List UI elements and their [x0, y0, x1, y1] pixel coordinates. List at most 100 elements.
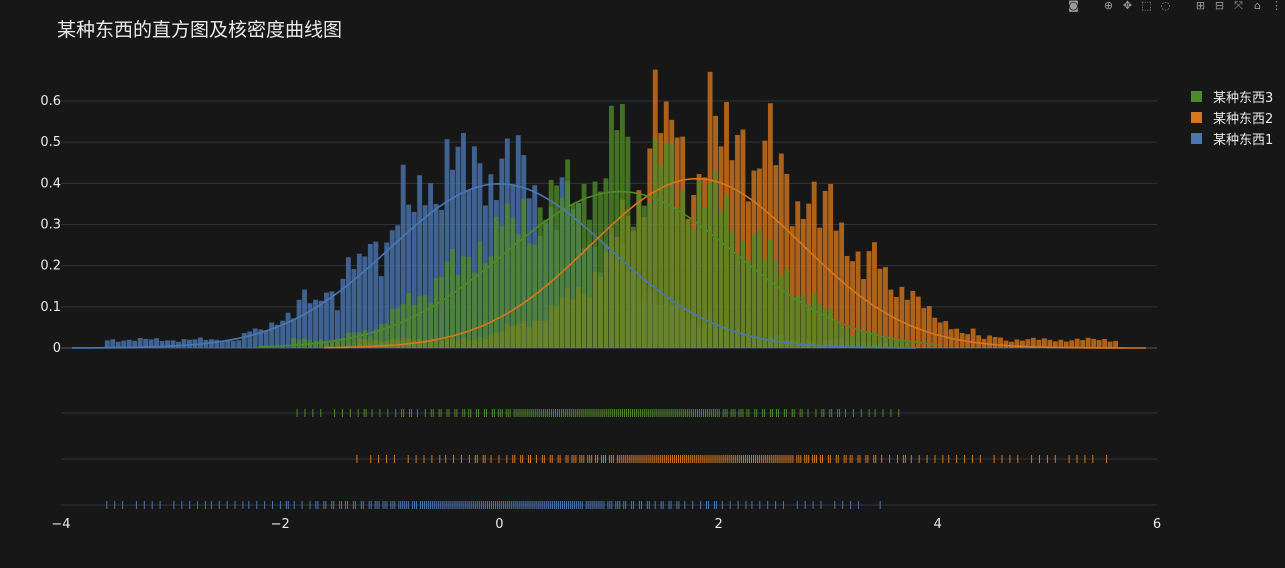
histogram-bar[interactable] — [658, 165, 664, 348]
histogram-bar[interactable] — [526, 243, 532, 348]
histogram-bar[interactable] — [1030, 337, 1036, 348]
histogram-bar[interactable] — [236, 340, 242, 348]
histogram-bar[interactable] — [751, 234, 757, 348]
pan-icon[interactable]: ✥ — [1122, 0, 1133, 12]
histogram-bar[interactable] — [219, 341, 225, 348]
rug-series[interactable] — [356, 455, 1108, 463]
kde-curves[interactable] — [72, 177, 1146, 349]
histogram-bar[interactable] — [395, 307, 401, 348]
histogram-bar[interactable] — [422, 295, 428, 348]
histogram-bar[interactable] — [280, 320, 286, 348]
histogram-bar[interactable] — [515, 233, 521, 348]
histogram-bar[interactable] — [400, 164, 406, 348]
histogram-bar[interactable] — [543, 219, 549, 348]
histogram-bar[interactable] — [198, 337, 203, 348]
histogram-bar[interactable] — [778, 153, 784, 348]
histogram-bar[interactable] — [778, 275, 784, 348]
histogram-bar[interactable] — [345, 332, 351, 348]
histogram-bar[interactable] — [998, 337, 1003, 348]
histogram-bar[interactable] — [784, 173, 790, 348]
histogram-bar[interactable] — [176, 341, 181, 348]
legend-item[interactable]: 某种东西1 — [1191, 128, 1273, 149]
histogram-bar[interactable] — [904, 340, 910, 348]
histogram-bar[interactable] — [335, 338, 340, 348]
box-select-icon[interactable]: ⬚ — [1141, 0, 1152, 12]
histogram-bar[interactable] — [110, 339, 116, 348]
histogram-bar[interactable] — [258, 329, 264, 348]
zoom-out-icon[interactable]: ⊟ — [1214, 0, 1225, 12]
histogram-bar[interactable] — [115, 341, 121, 348]
spike-icon[interactable]: ⋮ — [1271, 0, 1282, 12]
histogram-bar[interactable] — [362, 256, 368, 348]
histogram-bar[interactable] — [702, 208, 708, 348]
histogram-bar[interactable] — [340, 278, 346, 348]
histogram-bar[interactable] — [861, 331, 866, 348]
histogram-bar[interactable] — [767, 239, 773, 348]
histogram-bar[interactable] — [685, 220, 691, 348]
histogram-bar[interactable] — [773, 165, 779, 348]
histogram-bar[interactable] — [417, 296, 423, 348]
histogram-bar[interactable] — [296, 339, 302, 348]
histogram-bar[interactable] — [877, 337, 883, 348]
histogram-bar[interactable] — [433, 203, 439, 348]
rug-plots[interactable] — [106, 409, 1108, 509]
histogram-bar[interactable] — [214, 339, 220, 348]
histogram-bar[interactable] — [422, 205, 428, 348]
histogram-bar[interactable] — [943, 321, 949, 348]
histogram-bar[interactable] — [883, 267, 888, 348]
histogram-bar[interactable] — [811, 181, 817, 348]
histogram-bar[interactable] — [756, 230, 762, 348]
histogram-bar[interactable] — [1107, 341, 1113, 348]
histogram-bar[interactable] — [976, 335, 982, 348]
histogram-bar[interactable] — [893, 341, 899, 348]
histogram-bar[interactable] — [340, 337, 346, 348]
histogram-bar[interactable] — [1020, 340, 1025, 348]
histogram-bar[interactable] — [817, 227, 823, 348]
histogram-bar[interactable] — [406, 293, 412, 348]
histogram-bar[interactable] — [1074, 338, 1080, 348]
histogram-bar[interactable] — [767, 103, 773, 348]
histogram-bar[interactable] — [910, 290, 916, 348]
histogram-bar[interactable] — [461, 132, 466, 348]
histogram-bar[interactable] — [208, 339, 214, 348]
histogram-bar[interactable] — [630, 226, 636, 348]
histogram-bar[interactable] — [926, 306, 932, 348]
histogram-bar[interactable] — [915, 296, 921, 348]
histogram-bar[interactable] — [367, 335, 373, 348]
histogram-bar[interactable] — [181, 339, 187, 348]
histogram-bar[interactable] — [883, 339, 888, 348]
histogram-bar[interactable] — [329, 339, 335, 348]
histogram-bar[interactable] — [165, 340, 170, 348]
histogram-bar[interactable] — [477, 241, 483, 348]
histogram-bar[interactable] — [740, 129, 746, 348]
histogram-bar[interactable] — [855, 330, 861, 348]
legend-item[interactable]: 某种东西3 — [1191, 86, 1273, 107]
zoom-in-icon[interactable]: ⊞ — [1195, 0, 1206, 12]
histogram-bar[interactable] — [148, 339, 154, 348]
histogram-bar[interactable] — [356, 332, 362, 348]
histogram-bar[interactable] — [735, 134, 740, 348]
histogram-bar[interactable] — [318, 339, 324, 348]
histogram-bar[interactable] — [274, 324, 280, 348]
histogram-bar[interactable] — [504, 203, 510, 348]
histogram-bar[interactable] — [143, 338, 149, 348]
histogram-bar[interactable] — [565, 159, 571, 348]
histogram-bar[interactable] — [318, 300, 324, 348]
histogram-bar[interactable] — [713, 170, 718, 348]
histogram-bar[interactable] — [592, 181, 598, 348]
histogram-bar[interactable] — [537, 207, 543, 348]
histogram-bar[interactable] — [663, 142, 669, 348]
histogram-bar[interactable] — [850, 261, 855, 348]
histogram-bar[interactable] — [828, 308, 834, 348]
histogram-bar[interactable] — [362, 330, 368, 348]
histogram-bar[interactable] — [806, 203, 812, 348]
histogram-bar[interactable] — [822, 308, 828, 348]
histogram-bar[interactable] — [411, 211, 417, 348]
histogram-bar[interactable] — [855, 251, 861, 348]
histogram-bar[interactable] — [647, 202, 653, 348]
histogram-bar[interactable] — [444, 261, 450, 348]
histogram-bar[interactable] — [833, 230, 839, 348]
histogram-bar[interactable] — [548, 179, 554, 348]
histogram-bar[interactable] — [192, 339, 198, 348]
histogram-bar[interactable] — [104, 340, 110, 348]
